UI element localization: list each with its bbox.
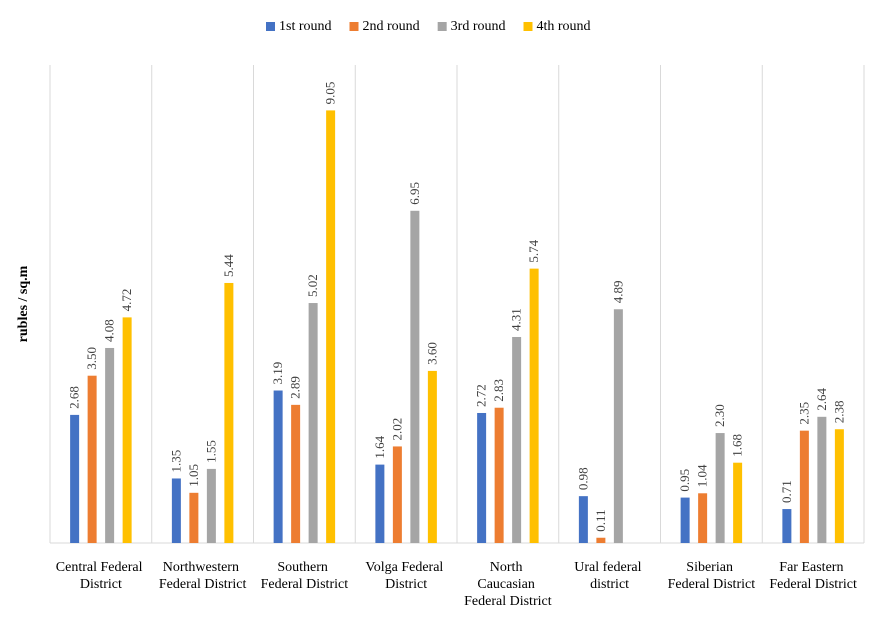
value-label: 4.72 (119, 289, 134, 312)
bar (596, 537, 606, 543)
value-label: 0.95 (677, 469, 692, 492)
value-label: 4.31 (509, 308, 524, 331)
bar (392, 446, 402, 543)
x-tick-label: Central Federal District (56, 560, 146, 592)
bar (733, 462, 743, 543)
bar (375, 464, 385, 543)
bar (782, 509, 792, 543)
legend-swatch (266, 22, 275, 31)
value-label: 2.68 (67, 386, 82, 409)
bar (189, 492, 199, 543)
bar (308, 303, 318, 543)
value-label: 2.72 (474, 384, 489, 407)
legend-swatch (523, 22, 533, 31)
bar (680, 497, 690, 543)
legend-label: 1st round (279, 19, 332, 34)
value-label: 2.64 (814, 388, 829, 411)
legend-label: 2nd round (363, 19, 420, 34)
bar (834, 429, 844, 543)
value-label: 5.02 (305, 274, 320, 297)
value-label: 3.50 (84, 347, 99, 370)
bar (715, 433, 725, 543)
value-label: 4.08 (102, 319, 117, 342)
value-label: 5.74 (526, 239, 541, 262)
value-label: 1.04 (695, 464, 710, 487)
bar (87, 375, 97, 543)
bar (512, 336, 522, 543)
x-tick-label: Far Eastern Federal District (769, 560, 857, 592)
x-tick-label: North Caucasian Federal District (464, 560, 552, 609)
value-label: 2.02 (389, 418, 404, 441)
value-label: 5.44 (221, 254, 236, 277)
bar (273, 390, 283, 543)
value-label: 1.55 (203, 440, 218, 463)
legend-swatch (349, 22, 359, 31)
legend-label: 3rd round (451, 19, 506, 34)
bar (529, 268, 539, 543)
value-label: 1.05 (186, 464, 201, 487)
bar (578, 496, 588, 543)
value-label: 1.68 (730, 434, 745, 457)
value-label: 3.60 (424, 342, 439, 365)
value-label: 4.89 (610, 281, 625, 304)
bar (427, 370, 437, 543)
value-label: 1.35 (168, 450, 183, 473)
value-label: 6.95 (407, 182, 422, 205)
x-tick-label: Southern Federal District (261, 560, 349, 592)
value-label: 2.35 (796, 402, 811, 425)
x-tick-label: Northwestern Federal District (159, 560, 247, 592)
legend-swatch (437, 22, 447, 31)
bar (70, 414, 80, 543)
bar (326, 110, 336, 543)
bar (291, 404, 301, 543)
value-label: 2.83 (491, 379, 506, 402)
bar (122, 317, 132, 543)
bar (224, 282, 234, 543)
value-label: 2.89 (288, 376, 303, 399)
value-label: 2.30 (712, 404, 727, 427)
value-label: 0.71 (779, 480, 794, 503)
value-label: 9.05 (323, 82, 338, 105)
bar (799, 430, 809, 543)
value-label: 1.64 (372, 435, 387, 458)
value-label: 2.38 (831, 400, 846, 423)
legend-label: 4th round (537, 19, 591, 34)
bar (817, 416, 827, 543)
x-tick-label: Volga Federal District (365, 560, 446, 592)
bar (171, 478, 181, 543)
bar (206, 468, 216, 543)
bar (477, 412, 487, 543)
bar (105, 347, 115, 543)
x-tick-label: Ural federal district (574, 560, 645, 592)
value-label: 3.19 (270, 362, 285, 385)
y-axis-label: rubles / sq.m (16, 265, 31, 342)
value-label: 0.98 (575, 467, 590, 490)
bar (613, 309, 623, 543)
x-tick-label: Siberian Federal District (668, 560, 756, 592)
value-label: 0.11 (593, 509, 608, 531)
bar (410, 210, 420, 544)
bar (494, 407, 504, 543)
bar (698, 493, 708, 543)
